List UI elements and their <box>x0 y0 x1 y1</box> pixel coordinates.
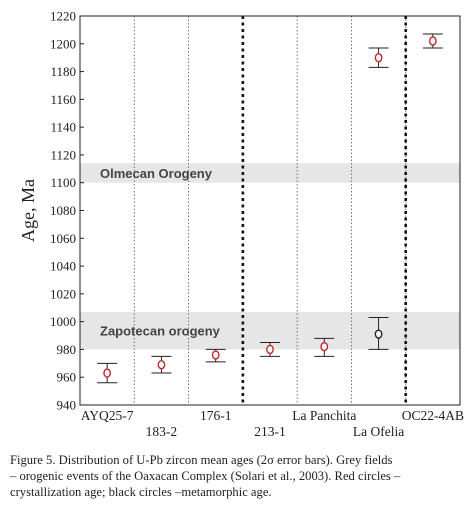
caption-line: – orogenic events of the Oaxacan Complex… <box>10 469 401 483</box>
points-layer <box>97 33 443 384</box>
y-tick-label: 1000 <box>50 314 76 329</box>
data-point-metamorphic <box>368 316 389 350</box>
y-tick-label: 960 <box>57 370 77 385</box>
y-tick-label: 940 <box>57 398 77 413</box>
y-tick-label: 1040 <box>50 259 76 274</box>
x-category-label: 213-1 <box>254 424 286 439</box>
caption-line: crystallization age; black circles –meta… <box>10 485 272 499</box>
caption-line: Figure 5. Distribution of U-Pb zircon me… <box>10 453 393 467</box>
x-category-label: La Panchita <box>292 408 356 423</box>
age-marker <box>266 344 274 355</box>
y-tick-label: 1060 <box>50 231 76 246</box>
y-tick-label: 1080 <box>50 203 76 218</box>
y-tick-label: 1100 <box>50 175 76 190</box>
y-tick-label: 1020 <box>50 286 76 301</box>
x-category-label: OC22-4AB <box>402 408 464 423</box>
age-marker <box>157 360 166 370</box>
age-marker <box>211 350 220 360</box>
orogeny-band-label: Zapotecan orogeny <box>100 324 221 339</box>
data-point-crystallization <box>314 337 335 357</box>
orogeny-band <box>80 163 460 183</box>
age-marker <box>103 368 112 378</box>
age-marker <box>320 341 329 352</box>
y-tick-label: 980 <box>57 342 77 357</box>
y-tick-label: 1220 <box>50 9 76 24</box>
y-axis-title: Age, Ma <box>18 179 38 242</box>
y-axis-ticks: 940 960 980 1000 1020 1040 1060 1080 1100 1120 114… <box>50 9 84 413</box>
bands-layer: Olmecan Orogeny Zapotecan orogeny <box>80 163 460 350</box>
age-marker <box>428 36 437 46</box>
age-marker <box>374 52 383 63</box>
y-tick-label: 1200 <box>50 36 76 51</box>
x-category-label: AYQ25-7 <box>81 408 134 423</box>
figure-caption: Figure 5. Distribution of U-Pb zircon me… <box>10 452 465 500</box>
data-point-crystallization <box>205 348 226 363</box>
y-tick-label: 1140 <box>50 120 76 135</box>
orogeny-band-label: Olmecan Orogeny <box>100 166 213 181</box>
data-point-crystallization <box>368 47 389 68</box>
y-tick-label: 1120 <box>50 147 76 162</box>
x-category-label: 176-1 <box>200 408 232 423</box>
y-tick-label: 1160 <box>50 92 76 107</box>
data-point-crystallization <box>151 355 172 374</box>
data-point-crystallization <box>422 33 443 49</box>
y-tick-label: 1180 <box>50 64 76 79</box>
data-point-crystallization <box>97 362 118 384</box>
x-category-label: La Ofelia <box>353 424 404 439</box>
x-category-label: 183-2 <box>146 424 178 439</box>
data-point-crystallization <box>260 341 280 357</box>
age-marker <box>374 329 383 339</box>
